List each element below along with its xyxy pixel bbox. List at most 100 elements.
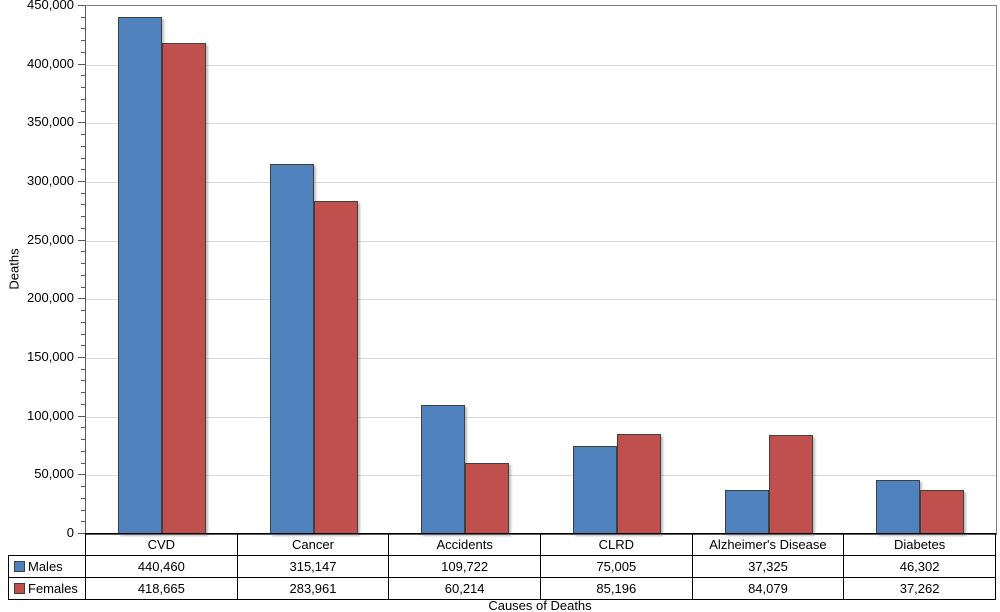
legend-label-females: Females <box>28 581 78 596</box>
bar-females-alzheimer-s-disease <box>768 435 813 534</box>
value-cell-females-cvd: 418,665 <box>85 577 238 600</box>
y-tick-minor <box>81 192 85 194</box>
y-tick-minor <box>81 497 85 499</box>
data-table: CVD Cancer Accidents CLRD Alzheimer's Diseas… <box>8 533 996 600</box>
y-tick-minor <box>81 263 85 265</box>
bar-males-cvd <box>117 17 162 534</box>
series-row-males: Males 440,460 315,147 109,722 75,005 37,325 46… <box>8 555 996 578</box>
value-cell-females-accidents: 60,214 <box>388 577 541 600</box>
y-tick-minor <box>81 345 85 347</box>
y-tick-minor <box>81 251 85 253</box>
value-cell-males-diabetes: 46,302 <box>843 555 996 578</box>
x-axis-title: Causes of Deaths <box>488 598 592 612</box>
y-tick-major <box>78 357 85 358</box>
y-tick-label: 450,000 <box>27 0 74 12</box>
bar-males-diabetes <box>876 479 921 534</box>
y-tick-minor <box>81 509 85 511</box>
y-tick-label: 150,000 <box>27 349 74 364</box>
y-tick-minor <box>81 486 85 488</box>
value-cell-females-alzheimer-s-disease: 84,079 <box>691 577 845 600</box>
y-tick-minor <box>81 368 85 370</box>
y-tick-minor <box>81 462 85 464</box>
y-tick-major <box>78 63 85 65</box>
y-tick-minor <box>81 157 85 159</box>
y-tick-minor <box>81 439 85 441</box>
category-header-cell-cancer: Cancer <box>236 533 390 556</box>
table-corner-blank <box>9 534 86 556</box>
y-tick-label: 200,000 <box>27 290 74 306</box>
y-tick-minor <box>81 110 85 112</box>
y-tick-minor <box>81 403 85 405</box>
bar-males-alzheimer-s-disease <box>724 490 769 534</box>
y-tick-minor <box>81 227 85 229</box>
y-tick-minor <box>81 286 85 288</box>
series-row-females: Females 418,665 283,961 60,214 85,196 84,079 3… <box>8 577 996 600</box>
bar-males-cancer <box>269 164 314 534</box>
y-tick-minor <box>81 450 85 452</box>
y-tick-label: 400,000 <box>27 55 74 71</box>
y-tick-label: 100,000 <box>27 407 74 423</box>
bar-females-cvd <box>161 42 206 534</box>
y-tick-major <box>78 298 85 300</box>
y-tick-major <box>78 239 85 241</box>
y-tick-minor <box>81 134 85 136</box>
y-tick-major <box>78 5 85 6</box>
y-tick-minor <box>81 427 85 429</box>
gridline <box>86 358 996 359</box>
value-cell-males-clrd: 75,005 <box>539 555 693 578</box>
y-tick-minor <box>81 87 85 89</box>
legend-cell-females: Females <box>8 577 86 600</box>
y-tick-label: 0 <box>66 525 74 540</box>
y-tick-minor <box>81 204 85 206</box>
y-tick-minor <box>81 169 85 171</box>
y-tick-minor <box>81 521 85 523</box>
y-tick-major <box>78 122 85 124</box>
y-tick-minor <box>81 380 85 382</box>
category-header-cell-diabetes: Diabetes <box>843 533 996 556</box>
value-cell-females-clrd: 85,196 <box>539 577 693 600</box>
y-tick-minor <box>81 75 85 77</box>
value-cell-females-diabetes: 37,262 <box>843 577 996 600</box>
value-cell-males-cancer: 315,147 <box>236 555 390 578</box>
y-tick-major <box>78 415 85 417</box>
category-header-row: CVD Cancer Accidents CLRD Alzheimer's Diseas… <box>9 533 996 556</box>
y-axis-title: Deaths <box>6 248 22 290</box>
legend-swatch-males <box>14 561 25 572</box>
gridline <box>86 182 996 183</box>
bar-males-accidents <box>421 405 466 534</box>
category-header-cell-accidents: Accidents <box>388 533 541 556</box>
y-tick-minor <box>81 28 85 30</box>
value-cell-males-cvd: 440,460 <box>85 555 238 578</box>
y-tick-minor <box>81 321 85 323</box>
y-tick-minor <box>81 16 85 18</box>
gridline <box>86 475 996 477</box>
y-tick-minor <box>81 274 85 276</box>
legend-swatch-females <box>14 583 25 594</box>
y-tick-major <box>78 533 85 534</box>
gridline <box>86 416 996 418</box>
value-cell-males-accidents: 109,722 <box>388 555 541 578</box>
y-tick-minor <box>81 145 85 147</box>
legend-label-males: Males <box>28 559 63 574</box>
y-tick-minor <box>81 98 85 100</box>
bar-females-diabetes <box>920 490 965 534</box>
legend-cell-males: Males <box>8 555 86 578</box>
bar-females-cancer <box>313 200 358 534</box>
y-tick-label: 350,000 <box>27 114 74 130</box>
gridline <box>86 64 996 66</box>
gridline <box>86 123 996 125</box>
y-tick-minor <box>81 333 85 335</box>
plot-area <box>85 5 997 535</box>
y-tick-major <box>78 181 85 182</box>
y-tick-label: 300,000 <box>27 173 74 188</box>
y-tick-minor <box>81 392 85 394</box>
category-header-cell-clrd: CLRD <box>539 533 693 556</box>
category-header-cell-alzheimer-s-disease: Alzheimer's Disease <box>691 533 845 556</box>
category-header-cell-cvd: CVD <box>85 533 238 556</box>
y-tick-label: 250,000 <box>27 231 74 247</box>
y-tick-minor <box>81 40 85 42</box>
value-cell-males-alzheimer-s-disease: 37,325 <box>691 555 845 578</box>
y-tick-major <box>78 474 85 476</box>
y-tick-minor <box>81 51 85 53</box>
bar-males-clrd <box>572 445 617 534</box>
